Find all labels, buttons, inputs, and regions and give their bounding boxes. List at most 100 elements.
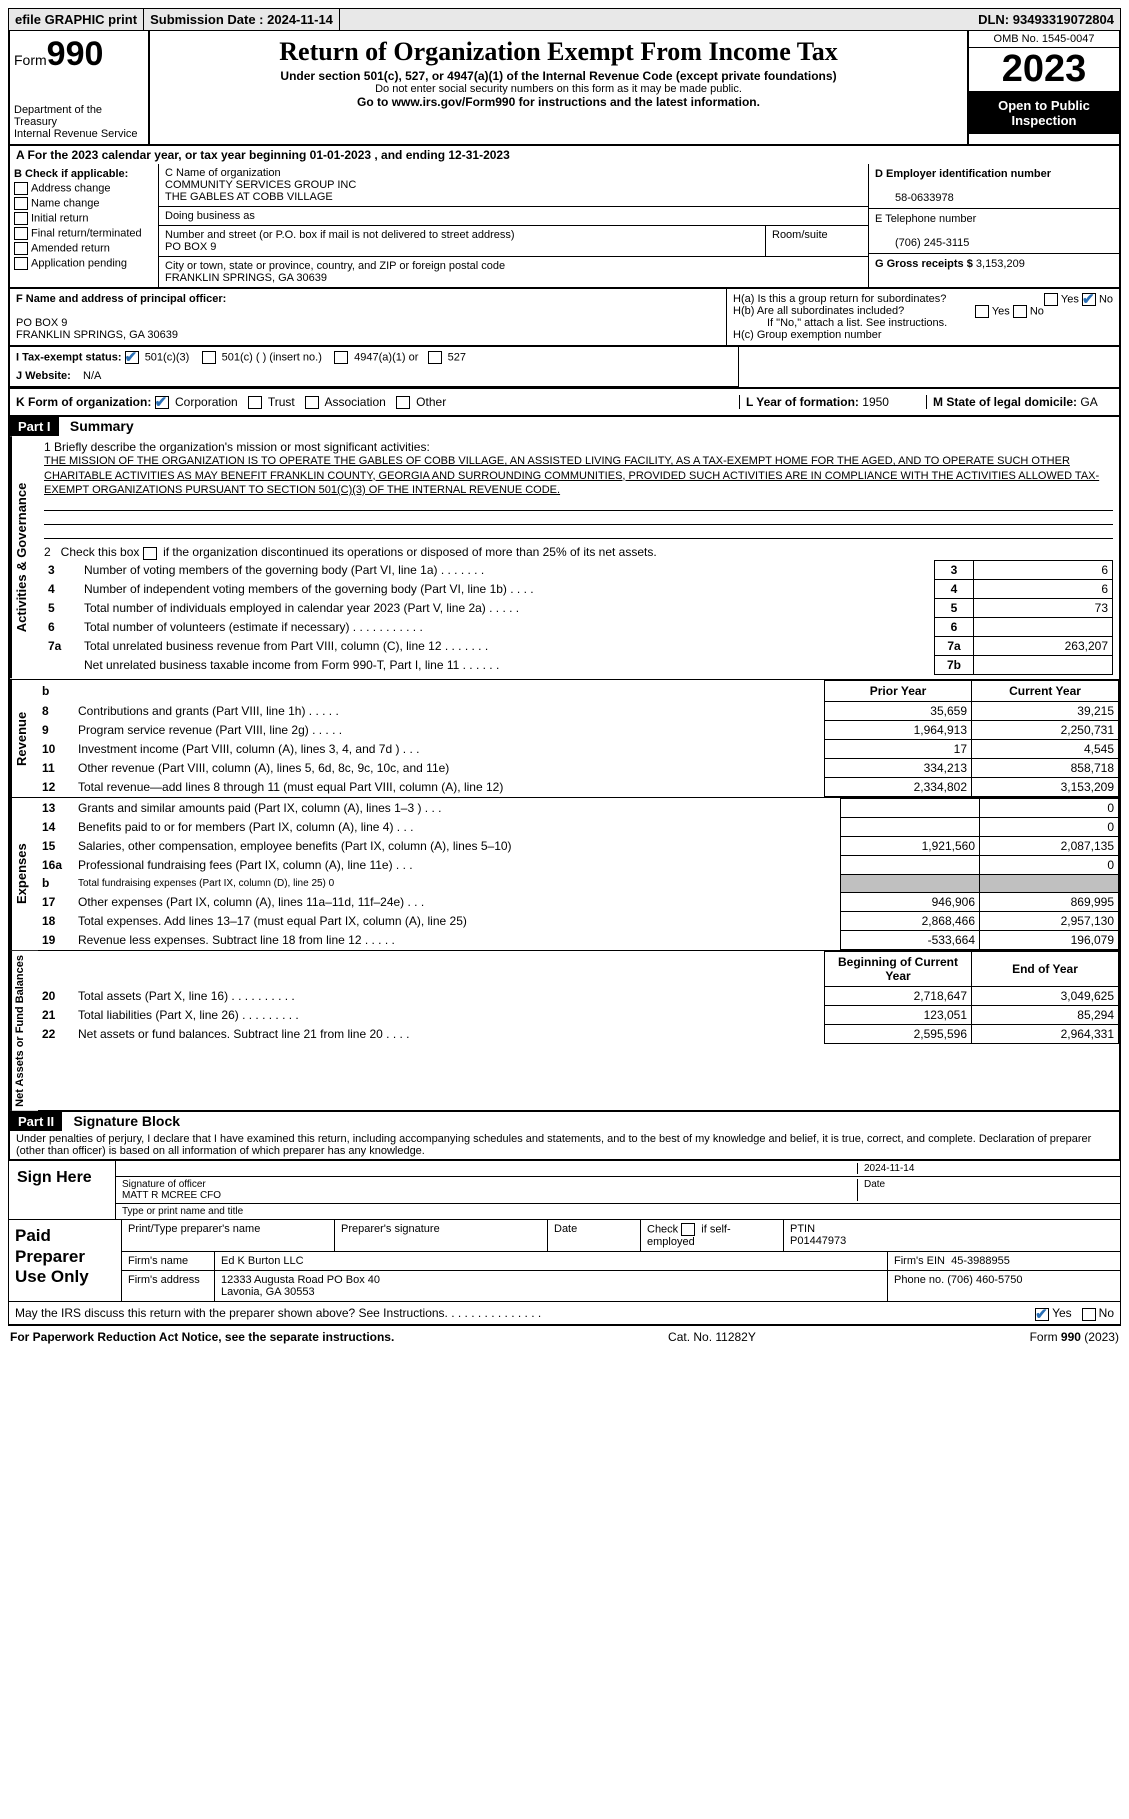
cb-discuss-no[interactable]: [1082, 1308, 1096, 1321]
cb-initial-return[interactable]: Initial return: [14, 212, 154, 225]
l-year: L Year of formation: 1950: [739, 395, 926, 409]
dln-cell: DLN: 93493319072804: [972, 9, 1120, 30]
city-block: City or town, state or province, country…: [159, 257, 868, 287]
b-title: B Check if applicable:: [14, 168, 128, 180]
cb-amended-return[interactable]: Amended return: [14, 242, 154, 255]
table-netassets: Beginning of Current YearEnd of Year20To…: [38, 951, 1119, 1044]
discuss-row: May the IRS discuss this return with the…: [8, 1302, 1121, 1325]
col-c-org-info: C Name of organization COMMUNITY SERVICE…: [159, 164, 868, 287]
form-subtitle: Under section 501(c), 527, or 4947(a)(1)…: [154, 69, 963, 83]
form-header: Form990 Department of the Treasury Inter…: [8, 31, 1121, 146]
sign-here-label: Sign Here: [9, 1161, 116, 1219]
phone: (706) 245-3115: [875, 237, 969, 249]
i-j-row: I Tax-exempt status: 501(c)(3) 501(c) ( …: [8, 347, 1121, 389]
city: FRANKLIN SPRINGS, GA 30639: [165, 272, 327, 284]
ptin: P01447973: [790, 1235, 846, 1247]
firm-name: Ed K Burton LLC: [215, 1252, 888, 1270]
activities-section: Activities & Governance 1 Briefly descri…: [10, 436, 1119, 678]
header-mid: Return of Organization Exempt From Incom…: [150, 31, 967, 144]
part2-header: Part II Signature Block: [10, 1112, 1119, 1131]
sig-date: 2024-11-14: [857, 1163, 1114, 1174]
side-expenses: Expenses: [10, 798, 38, 950]
cb-4947[interactable]: [334, 351, 348, 364]
k-l-m-row: K Form of organization: Corporation Trus…: [8, 389, 1121, 417]
org-name-block: C Name of organization COMMUNITY SERVICE…: [159, 164, 868, 207]
side-netassets: Net Assets or Fund Balances: [10, 951, 38, 1111]
dept-irs: Internal Revenue Service: [14, 128, 144, 140]
table-revenue: bPrior YearCurrent Year8Contributions an…: [38, 680, 1119, 797]
phone-block: E Telephone number (706) 245-3115: [869, 209, 1119, 254]
col-d-ein: D Employer identification number 58-0633…: [868, 164, 1119, 287]
cb-trust[interactable]: [248, 396, 262, 409]
room-suite: Room/suite: [766, 226, 868, 256]
form-title: Return of Organization Exempt From Incom…: [154, 37, 963, 67]
cb-app-pending[interactable]: Application pending: [14, 257, 154, 270]
right-empty: [739, 347, 1119, 387]
dept-treasury: Department of the Treasury: [14, 104, 144, 128]
side-revenue: Revenue: [10, 680, 38, 797]
netassets-section: Net Assets or Fund Balances Beginning of…: [10, 950, 1119, 1111]
q1-label: 1 Briefly describe the organization's mi…: [44, 440, 1113, 454]
gross-block: G Gross receipts $ 3,153,209: [869, 254, 1119, 274]
header-right: OMB No. 1545-0047 2023 Open to Public In…: [967, 31, 1119, 144]
firm-ein: 45-3988955: [951, 1255, 1010, 1267]
submission-cell: Submission Date : 2024-11-14: [144, 9, 340, 30]
officer-name: MATT R MCREE CFO: [122, 1190, 221, 1201]
q2-row: 2 Check this box if the organization dis…: [44, 545, 1113, 559]
page-footer: For Paperwork Reduction Act Notice, see …: [8, 1325, 1121, 1348]
part2-container: Part II Signature Block Under penalties …: [8, 1112, 1121, 1161]
mission-text: THE MISSION OF THE ORGANIZATION IS TO OP…: [44, 454, 1113, 497]
table-activities: 3Number of voting members of the governi…: [44, 560, 1113, 675]
cb-other[interactable]: [396, 396, 410, 409]
cb-discuss-yes[interactable]: [1035, 1308, 1049, 1321]
cb-corp[interactable]: [155, 396, 169, 409]
part1-container: Part I Summary Activities & Governance 1…: [8, 417, 1121, 1112]
cb-address-change[interactable]: Address change: [14, 182, 154, 195]
dba-block: Doing business as: [159, 207, 868, 226]
form-number: Form990: [14, 35, 144, 74]
paid-preparer-row: Paid Preparer Use Only Print/Type prepar…: [8, 1220, 1121, 1302]
cb-discontinued[interactable]: [143, 547, 157, 560]
cb-self-employed[interactable]: [681, 1223, 695, 1236]
ssn-warning: Do not enter social security numbers on …: [154, 83, 963, 95]
goto-link[interactable]: Go to www.irs.gov/Form990 for instructio…: [154, 95, 963, 109]
form-ref: Form 990 (2023): [1030, 1330, 1119, 1344]
cb-501c[interactable]: [202, 351, 216, 364]
table-expenses: 13Grants and similar amounts paid (Part …: [38, 798, 1119, 950]
ein: 58-0633978: [875, 192, 954, 204]
spacer: [340, 9, 972, 30]
cb-name-change[interactable]: Name change: [14, 197, 154, 210]
line-a: A For the 2023 calendar year, or tax yea…: [8, 146, 1121, 164]
org-name-1: COMMUNITY SERVICES GROUP INC: [165, 179, 356, 191]
f-h-row: F Name and address of principal officer:…: [8, 289, 1121, 347]
h-c: H(c) Group exemption number: [733, 329, 1113, 341]
expenses-section: Expenses 13Grants and similar amounts pa…: [10, 797, 1119, 950]
sign-here-row: Sign Here 2024-11-14 Signature of office…: [8, 1161, 1121, 1220]
ein-block: D Employer identification number 58-0633…: [869, 164, 1119, 209]
efile-label: efile GRAPHIC print: [9, 9, 144, 30]
i-tax-status: I Tax-exempt status: 501(c)(3) 501(c) ( …: [10, 347, 739, 387]
col-b-checkboxes: B Check if applicable: Address change Na…: [10, 164, 159, 287]
h-group: H(a) Is this a group return for subordin…: [727, 289, 1119, 345]
firm-phone: (706) 460-5750: [947, 1274, 1022, 1286]
cb-assoc[interactable]: [305, 396, 319, 409]
tax-year: 2023: [969, 48, 1119, 92]
omb-number: OMB No. 1545-0047: [969, 31, 1119, 48]
cat-no: Cat. No. 11282Y: [668, 1330, 756, 1344]
cb-527[interactable]: [428, 351, 442, 364]
cb-final-return[interactable]: Final return/terminated: [14, 227, 154, 240]
gross-receipts: 3,153,209: [976, 258, 1025, 270]
header-left: Form990 Department of the Treasury Inter…: [10, 31, 150, 144]
inspection-notice: Open to Public Inspection: [969, 92, 1119, 134]
top-bar: efile GRAPHIC print Submission Date : 20…: [8, 8, 1121, 31]
f-officer: F Name and address of principal officer:…: [10, 289, 727, 345]
k-form-org: K Form of organization: Corporation Trus…: [16, 395, 739, 409]
paid-preparer-label: Paid Preparer Use Only: [9, 1220, 122, 1301]
m-state: M State of legal domicile: GA: [926, 395, 1113, 409]
org-name-2: THE GABLES AT COBB VILLAGE: [165, 191, 333, 203]
declaration: Under penalties of perjury, I declare th…: [10, 1131, 1119, 1159]
revenue-section: Revenue bPrior YearCurrent Year8Contribu…: [10, 679, 1119, 797]
entity-section: B Check if applicable: Address change Na…: [8, 164, 1121, 289]
cb-501c3[interactable]: [125, 351, 139, 364]
side-activities: Activities & Governance: [10, 436, 38, 678]
